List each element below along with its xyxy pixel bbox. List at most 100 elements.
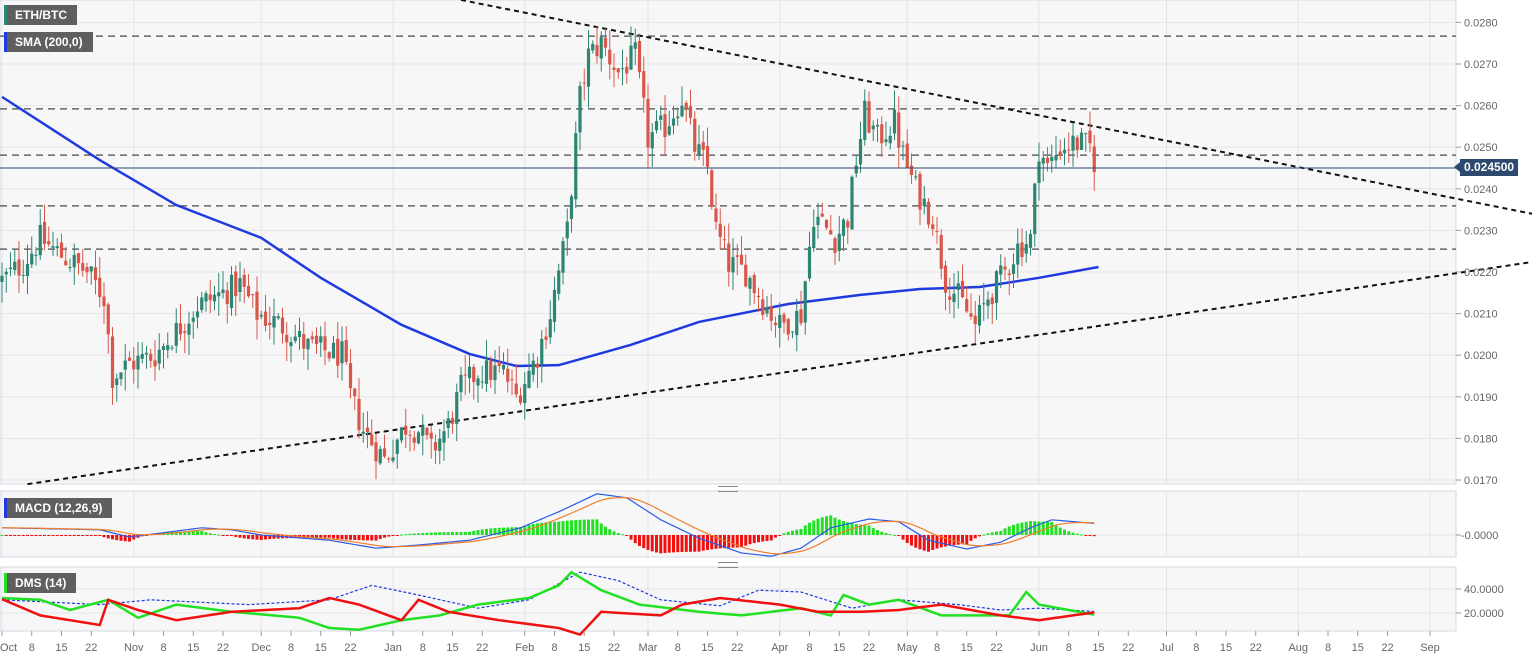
macd-histogram-bar bbox=[999, 530, 1003, 535]
macd-histogram-bar bbox=[859, 524, 862, 535]
macd-histogram-bar bbox=[485, 528, 488, 535]
macd-histogram-bar bbox=[489, 528, 493, 535]
macd-resize-handle[interactable] bbox=[718, 486, 738, 492]
x-tick-label: 8 bbox=[1325, 642, 1331, 654]
candle-up bbox=[259, 314, 263, 317]
macd-histogram-bar bbox=[344, 535, 348, 540]
y-tick-label: 0.0200 bbox=[1464, 350, 1498, 362]
sma-indicator-label[interactable]: SMA (200,0) bbox=[4, 32, 93, 52]
macd-histogram-bar bbox=[472, 530, 476, 535]
macd-histogram-bar bbox=[680, 535, 684, 553]
macd-histogram-bar bbox=[969, 535, 973, 541]
macd-histogram-bar bbox=[791, 530, 794, 535]
candle-up bbox=[1011, 264, 1016, 274]
x-tick-label: 8 bbox=[29, 642, 35, 654]
macd-histogram-bar bbox=[604, 526, 607, 535]
candle-up bbox=[72, 254, 76, 268]
candle-up bbox=[888, 135, 892, 144]
macd-histogram-bar bbox=[272, 535, 276, 539]
macd-histogram-bar bbox=[502, 527, 505, 535]
candle-down bbox=[365, 427, 370, 433]
candle-down bbox=[688, 106, 693, 118]
x-tick-label: 15 bbox=[55, 642, 67, 654]
dms-panel bbox=[0, 566, 1457, 637]
candle-up bbox=[0, 275, 4, 282]
candle-down bbox=[846, 221, 850, 228]
candle-up bbox=[676, 116, 680, 119]
macd-histogram-bar bbox=[468, 531, 471, 535]
macd-histogram-bar bbox=[599, 523, 603, 535]
macd-histogram-bar bbox=[812, 520, 816, 535]
candle-down bbox=[1007, 273, 1011, 276]
macd-histogram-bar bbox=[234, 535, 238, 537]
macd-histogram-bar bbox=[442, 532, 446, 535]
candle-down bbox=[374, 442, 378, 462]
candle-up bbox=[892, 109, 897, 134]
candle-up bbox=[1054, 155, 1058, 161]
macd-histogram-bar bbox=[697, 535, 701, 552]
candle-down bbox=[909, 165, 914, 176]
macd-histogram-bar bbox=[459, 531, 463, 535]
candle-down bbox=[918, 174, 922, 210]
candle-up bbox=[1033, 183, 1037, 235]
candle-down bbox=[246, 285, 251, 297]
macd-histogram-bar bbox=[480, 529, 484, 535]
macd-histogram-bar bbox=[731, 535, 735, 548]
x-tick-label: 22 bbox=[344, 642, 356, 654]
macd-histogram-bar bbox=[230, 535, 233, 536]
dms-indicator-label[interactable]: DMS (14) bbox=[4, 573, 77, 593]
macd-histogram-bar bbox=[956, 535, 960, 545]
macd-histogram-bar bbox=[544, 522, 548, 535]
macd-histogram-bar bbox=[837, 519, 841, 535]
macd-histogram-bar bbox=[752, 535, 756, 544]
current-price-tag: 0.024500 bbox=[1453, 159, 1519, 176]
candle-down bbox=[387, 458, 391, 460]
candle-down bbox=[463, 374, 467, 376]
candle-up bbox=[136, 355, 140, 370]
macd-histogram-bar bbox=[145, 535, 148, 536]
macd-indicator-label[interactable]: MACD (12,26,9) bbox=[4, 498, 113, 518]
macd-histogram-bar bbox=[1033, 521, 1037, 535]
macd-histogram-bar bbox=[706, 535, 709, 550]
macd-histogram-bar bbox=[667, 535, 671, 553]
candle-down bbox=[310, 336, 314, 340]
macd-histogram-bar bbox=[72, 535, 76, 536]
macd-histogram-bar bbox=[927, 535, 930, 552]
macd-histogram-bar bbox=[557, 521, 561, 535]
macd-histogram-bar bbox=[1037, 521, 1041, 535]
candle-up bbox=[667, 126, 671, 135]
candle-up bbox=[778, 314, 782, 329]
macd-histogram-bar bbox=[655, 535, 658, 553]
y-tick-label: 0.0190 bbox=[1464, 392, 1498, 404]
candle-up bbox=[4, 271, 8, 275]
candle-up bbox=[531, 360, 535, 375]
candle-up bbox=[38, 224, 42, 256]
price-panel bbox=[0, 0, 1533, 486]
candle-down bbox=[965, 299, 969, 312]
candle-down bbox=[59, 242, 64, 258]
macd-histogram-bar bbox=[1054, 525, 1058, 535]
candle-up bbox=[1024, 244, 1028, 254]
symbol-label[interactable]: ETH/BTC bbox=[4, 5, 77, 25]
candle-down bbox=[616, 68, 620, 73]
candle-down bbox=[799, 309, 803, 324]
macd-histogram-bar bbox=[638, 535, 641, 546]
macd-histogram-bar bbox=[629, 535, 633, 540]
x-tick-label: Oct bbox=[0, 642, 17, 654]
candle-up bbox=[276, 316, 280, 319]
candle-down bbox=[744, 264, 748, 287]
macd-histogram-bar bbox=[905, 535, 909, 543]
dms-resize-handle[interactable] bbox=[718, 562, 738, 568]
candle-up bbox=[331, 342, 336, 359]
macd-histogram-bar bbox=[1063, 529, 1066, 535]
candle-down bbox=[17, 259, 21, 276]
x-tick-label: 15 bbox=[701, 642, 713, 654]
candle-down bbox=[990, 297, 994, 304]
macd-histogram-bar bbox=[38, 535, 42, 536]
macd-histogram-bar bbox=[553, 521, 556, 535]
macd-histogram-bar bbox=[221, 535, 225, 536]
candle-up bbox=[204, 293, 208, 302]
macd-histogram-bar bbox=[0, 535, 4, 536]
candle-down bbox=[42, 221, 47, 244]
